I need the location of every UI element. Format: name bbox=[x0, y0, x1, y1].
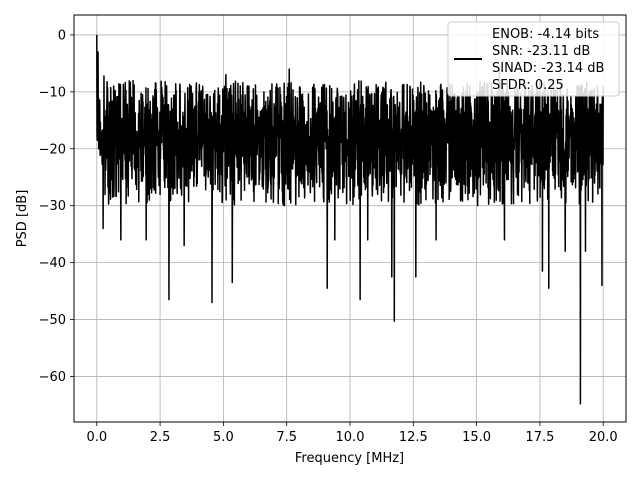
legend-sinad: SINAD: -23.14 dB bbox=[492, 61, 604, 76]
y-tick-label: 0 bbox=[58, 28, 66, 43]
legend-enob: ENOB: -4.14 bits bbox=[492, 27, 599, 42]
y-tick-label: −30 bbox=[39, 199, 66, 214]
y-tick-label: −60 bbox=[39, 370, 66, 385]
x-axis-ticks: 0.0 2.5 5.0 7.5 10.0 12.5 15.0 17.5 20.0 bbox=[86, 422, 618, 445]
psd-series-line bbox=[96, 34, 604, 405]
legend-box bbox=[447, 21, 620, 97]
y-tick-label: −10 bbox=[39, 85, 66, 100]
y-axis-ticks: 0 −10 −20 −30 −40 −50 −60 bbox=[39, 28, 74, 385]
x-tick-label: 12.5 bbox=[399, 430, 428, 445]
x-tick-label: 7.5 bbox=[276, 430, 297, 445]
x-tick-label: 17.5 bbox=[525, 430, 554, 445]
x-axis-label: Frequency [MHz] bbox=[295, 451, 404, 466]
x-tick-label: 10.0 bbox=[336, 430, 365, 445]
legend-snr: SNR: -23.11 dB bbox=[492, 44, 590, 59]
x-tick-label: 2.5 bbox=[150, 430, 171, 445]
x-tick-label: 20.0 bbox=[589, 430, 618, 445]
y-tick-label: −40 bbox=[39, 256, 66, 271]
x-tick-label: 0.0 bbox=[86, 430, 107, 445]
x-tick-label: 15.0 bbox=[462, 430, 491, 445]
psd-trace bbox=[96, 34, 604, 405]
y-tick-label: −20 bbox=[39, 142, 66, 157]
y-tick-label: −50 bbox=[39, 313, 66, 328]
y-axis-label: PSD [dB] bbox=[15, 190, 30, 248]
legend-sfdr: SFDR: 0.25 bbox=[492, 78, 564, 93]
legend: ENOB: -4.14 bits SNR: -23.11 dB SINAD: -… bbox=[447, 21, 620, 97]
x-tick-label: 5.0 bbox=[213, 430, 234, 445]
